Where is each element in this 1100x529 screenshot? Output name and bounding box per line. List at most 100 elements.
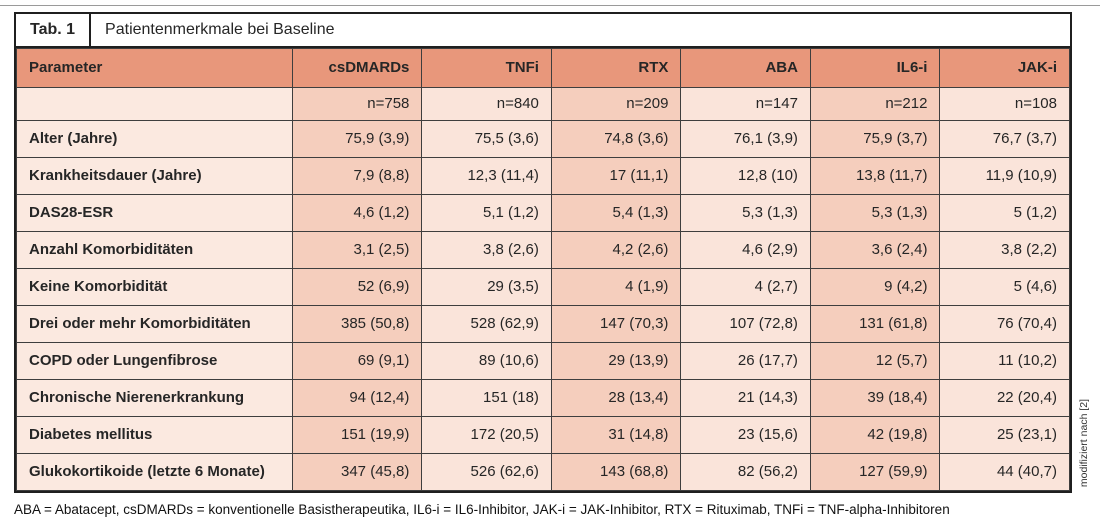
value-cell: 107 (72,8)	[680, 305, 811, 343]
column-header-il6-i: IL6-i	[809, 48, 941, 88]
sample-size-cell: n=212	[809, 87, 941, 121]
value-cell: 3,6 (2,4)	[809, 231, 941, 269]
value-cell: 147 (70,3)	[550, 305, 682, 343]
sample-size-cell: n=840	[421, 87, 552, 121]
table-title-bar: Tab. 1 Patientenmerkmale bei Baseline	[16, 14, 1070, 48]
value-cell: 4,6 (2,9)	[680, 231, 811, 269]
column-header-aba: ABA	[680, 48, 811, 88]
value-cell: 9 (4,2)	[809, 268, 941, 306]
value-cell: 12,3 (11,4)	[421, 157, 552, 195]
value-cell: 76 (70,4)	[939, 305, 1070, 343]
table-row: Diabetes mellitus 151 (19,9) 172 (20,5) 31 …	[16, 416, 1070, 454]
value-cell: 39 (18,4)	[809, 379, 941, 417]
table-frame: Tab. 1 Patientenmerkmale bei Baseline Pa…	[14, 12, 1072, 493]
table-row: Anzahl Komorbiditäten 3,1 (2,5) 3,8 (2,6) 4…	[16, 231, 1070, 269]
value-cell: 75,9 (3,7)	[809, 120, 941, 158]
value-cell: 528 (62,9)	[421, 305, 552, 343]
value-cell: 21 (14,3)	[680, 379, 811, 417]
table-row: Keine Komorbidität 52 (6,9) 29 (3,5) 4 (1,9…	[16, 268, 1070, 306]
value-cell: 69 (9,1)	[291, 342, 423, 380]
table-row: Drei oder mehr Komorbiditäten 385 (50,8) 5…	[16, 305, 1070, 343]
value-cell: 385 (50,8)	[291, 305, 423, 343]
value-cell: 11,9 (10,9)	[939, 157, 1070, 195]
baseline-characteristics-table: Parameter csDMARDs TNFi RTX ABA IL6-i JAK-i n=…	[16, 48, 1070, 491]
parameter-label: Diabetes mellitus	[16, 416, 293, 454]
parameter-label: DAS28-ESR	[16, 194, 293, 232]
value-cell: 5,3 (1,3)	[680, 194, 811, 232]
value-cell: 76,7 (3,7)	[939, 120, 1070, 158]
value-cell: 4,2 (2,6)	[550, 231, 682, 269]
table-title: Patientenmerkmale bei Baseline	[105, 21, 335, 38]
value-cell: 5 (4,6)	[939, 268, 1070, 306]
value-cell: 23 (15,6)	[680, 416, 811, 454]
value-cell: 29 (13,9)	[550, 342, 682, 380]
value-cell: 11 (10,2)	[939, 342, 1070, 380]
sample-size-cell: n=108	[939, 87, 1070, 121]
value-cell: 131 (61,8)	[809, 305, 941, 343]
value-cell: 22 (20,4)	[939, 379, 1070, 417]
value-cell: 143 (68,8)	[550, 453, 682, 491]
table-body: n=758 n=840 n=209 n=147 n=212 n=108 Alter (Jah…	[16, 87, 1070, 491]
column-header-jak-i: JAK-i	[939, 48, 1070, 88]
value-cell: 12,8 (10)	[680, 157, 811, 195]
column-header-csdmards: csDMARDs	[291, 48, 423, 88]
value-cell: 5,3 (1,3)	[809, 194, 941, 232]
table-row: Glukokortikoide (letzte 6 Monate) 347 (45…	[16, 453, 1070, 491]
value-cell: 12 (5,7)	[809, 342, 941, 380]
table-row: Krankheitsdauer (Jahre) 7,9 (8,8) 12,3 (11…	[16, 157, 1070, 195]
value-cell: 29 (3,5)	[421, 268, 552, 306]
value-cell: 76,1 (3,9)	[680, 120, 811, 158]
source-note: modifiziert nach [2]	[1078, 398, 1090, 487]
value-cell: 17 (11,1)	[550, 157, 682, 195]
value-cell: 13,8 (11,7)	[809, 157, 941, 195]
value-cell: 75,9 (3,9)	[291, 120, 423, 158]
value-cell: 347 (45,8)	[291, 453, 423, 491]
parameter-label: Anzahl Komorbiditäten	[16, 231, 293, 269]
table-row: Alter (Jahre) 75,9 (3,9) 75,5 (3,6) 74,8 (3…	[16, 120, 1070, 158]
value-cell: 3,8 (2,2)	[939, 231, 1070, 269]
sample-size-cell	[16, 87, 293, 121]
value-cell: 3,1 (2,5)	[291, 231, 423, 269]
parameter-label: Drei oder mehr Komorbiditäten	[16, 305, 293, 343]
table-row: COPD oder Lungenfibrose 69 (9,1) 89 (10,6)…	[16, 342, 1070, 380]
table-head: Parameter csDMARDs TNFi RTX ABA IL6-i JAK-i	[16, 48, 1070, 88]
sample-size-cell: n=147	[680, 87, 811, 121]
value-cell: 52 (6,9)	[291, 268, 423, 306]
header-row: Parameter csDMARDs TNFi RTX ABA IL6-i JAK-i	[16, 48, 1070, 88]
value-cell: 31 (14,8)	[550, 416, 682, 454]
table-row: DAS28-ESR 4,6 (1,2) 5,1 (1,2) 5,4 (1,3) 5,3 …	[16, 194, 1070, 232]
value-cell: 89 (10,6)	[421, 342, 552, 380]
sample-size-cell: n=758	[291, 87, 423, 121]
value-cell: 25 (23,1)	[939, 416, 1070, 454]
value-cell: 526 (62,6)	[421, 453, 552, 491]
value-cell: 74,8 (3,6)	[550, 120, 682, 158]
value-cell: 151 (18)	[421, 379, 552, 417]
parameter-label: Krankheitsdauer (Jahre)	[16, 157, 293, 195]
value-cell: 127 (59,9)	[809, 453, 941, 491]
parameter-label: Alter (Jahre)	[16, 120, 293, 158]
column-header-tnfi: TNFi	[421, 48, 552, 88]
parameter-label: Keine Komorbidität	[16, 268, 293, 306]
value-cell: 26 (17,7)	[680, 342, 811, 380]
value-cell: 28 (13,4)	[550, 379, 682, 417]
value-cell: 3,8 (2,6)	[421, 231, 552, 269]
page-top-rule	[0, 5, 1100, 6]
parameter-label: Glukokortikoide (letzte 6 Monate)	[16, 453, 293, 491]
value-cell: 42 (19,8)	[809, 416, 941, 454]
column-header-parameter: Parameter	[16, 48, 293, 88]
value-cell: 5,1 (1,2)	[421, 194, 552, 232]
value-cell: 172 (20,5)	[421, 416, 552, 454]
value-cell: 94 (12,4)	[291, 379, 423, 417]
value-cell: 5 (1,2)	[939, 194, 1070, 232]
table-row: Chronische Nierenerkrankung 94 (12,4) 151 …	[16, 379, 1070, 417]
value-cell: 44 (40,7)	[939, 453, 1070, 491]
table-number-label: Tab. 1	[16, 14, 92, 46]
abbreviations-footnote: ABA = Abatacept, csDMARDs = konventionel…	[14, 502, 950, 517]
value-cell: 4 (2,7)	[680, 268, 811, 306]
value-cell: 4,6 (1,2)	[291, 194, 423, 232]
parameter-label: COPD oder Lungenfibrose	[16, 342, 293, 380]
sample-size-cell: n=209	[550, 87, 682, 121]
value-cell: 151 (19,9)	[291, 416, 423, 454]
value-cell: 75,5 (3,6)	[421, 120, 552, 158]
